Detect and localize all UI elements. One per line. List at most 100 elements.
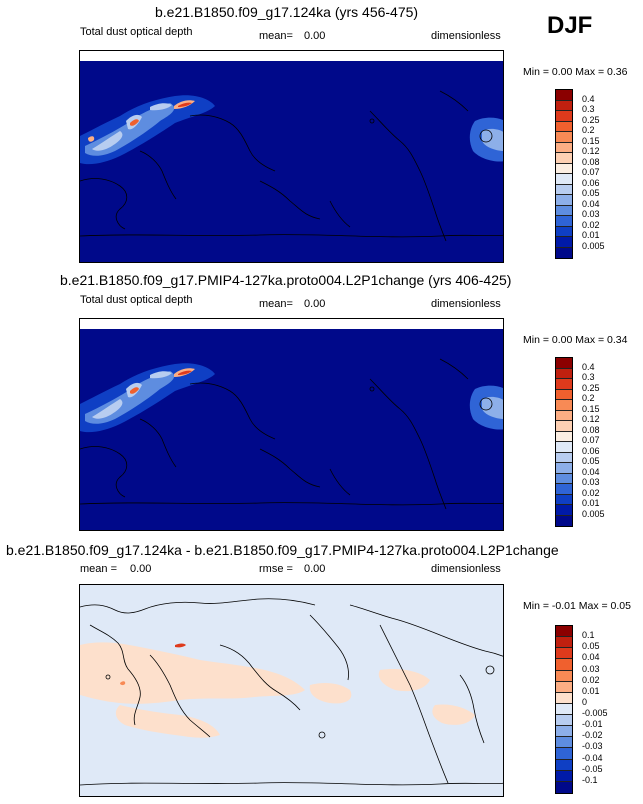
colorbar-tick-label: 0.12 bbox=[582, 414, 600, 424]
colorbar-swatch bbox=[556, 410, 572, 421]
panel1-units: dimensionless bbox=[431, 30, 501, 42]
colorbar-tick-label: 0.04 bbox=[582, 466, 600, 477]
colorbar-tick-label: 0.25 bbox=[582, 382, 600, 393]
colorbar-swatch bbox=[556, 703, 572, 715]
colorbar-tick-label: 0.03 bbox=[582, 477, 600, 487]
colorbar-tick-label: 0.15 bbox=[582, 403, 600, 414]
colorbar-tick-label: 0.005 bbox=[582, 240, 605, 251]
colorbar-swatch bbox=[556, 132, 572, 143]
colorbar-tick-label: 0.03 bbox=[582, 663, 600, 674]
colorbar-tick-label: -0.04 bbox=[582, 752, 603, 763]
panel1-map bbox=[79, 50, 504, 263]
panel2-units: dimensionless bbox=[431, 298, 501, 310]
panel3-mean-label: mean = bbox=[80, 563, 117, 575]
colorbar-tick-label: 0.01 bbox=[582, 685, 600, 696]
panel1-variable-label: Total dust optical depth bbox=[80, 26, 193, 38]
colorbar-swatch bbox=[556, 770, 572, 782]
colorbar-swatch bbox=[556, 431, 572, 442]
panel3-colorbar bbox=[555, 625, 573, 794]
panel1-mean-label: mean= bbox=[259, 30, 293, 42]
colorbar-swatch bbox=[556, 163, 572, 174]
colorbar-swatch bbox=[556, 111, 572, 122]
colorbar-swatch bbox=[556, 184, 572, 195]
panel1-colorbar bbox=[555, 89, 573, 259]
colorbar-swatch bbox=[556, 195, 572, 206]
colorbar-tick-label: 0.12 bbox=[582, 146, 600, 156]
colorbar-tick-label: 0.05 bbox=[582, 456, 600, 466]
colorbar-swatch bbox=[556, 637, 572, 649]
colorbar-tick-label: 0.07 bbox=[582, 167, 600, 177]
colorbar-tick-label: 0.02 bbox=[582, 674, 600, 685]
colorbar-swatch bbox=[556, 463, 572, 474]
season-label: DJF bbox=[547, 12, 593, 39]
panel1-map-plot bbox=[80, 51, 503, 262]
colorbar-tick-label: 0.05 bbox=[582, 641, 600, 652]
colorbar-swatch bbox=[556, 358, 572, 369]
colorbar-tick-label: 0.2 bbox=[582, 393, 595, 403]
colorbar-tick-label: -0.1 bbox=[582, 774, 598, 785]
panel3-mean-value: 0.00 bbox=[130, 563, 152, 575]
colorbar-swatch bbox=[556, 389, 572, 400]
colorbar-swatch bbox=[556, 715, 572, 727]
colorbar-tick-label: 0.1 bbox=[582, 630, 595, 641]
panel2-minmax: Min = 0.00 Max = 0.34 bbox=[523, 334, 628, 346]
colorbar-swatch bbox=[556, 692, 572, 704]
colorbar-tick-label: 0.005 bbox=[582, 508, 605, 519]
colorbar-tick-label: 0.25 bbox=[582, 114, 600, 125]
colorbar-swatch bbox=[556, 216, 572, 227]
colorbar-swatch bbox=[556, 670, 572, 682]
colorbar-swatch bbox=[556, 121, 572, 132]
colorbar-swatch bbox=[556, 421, 572, 432]
colorbar-tick-label: 0.03 bbox=[582, 209, 600, 219]
panel3-map-plot bbox=[80, 585, 503, 796]
colorbar-tick-label: -0.05 bbox=[582, 763, 603, 774]
colorbar-swatch bbox=[556, 737, 572, 749]
panel3-rmse-label: rmse = bbox=[259, 563, 293, 575]
colorbar-tick-label: 0.08 bbox=[582, 156, 600, 167]
colorbar-tick-label: 0.3 bbox=[582, 372, 595, 382]
panel1-minmax: Min = 0.00 Max = 0.36 bbox=[523, 66, 628, 78]
colorbar-tick-label: 0.3 bbox=[582, 104, 595, 114]
panel3-map bbox=[79, 584, 504, 797]
colorbar-swatch bbox=[556, 515, 572, 526]
colorbar-swatch bbox=[556, 473, 572, 484]
colorbar-swatch bbox=[556, 368, 572, 379]
colorbar-tick-label: 0.05 bbox=[582, 188, 600, 198]
panel3-title: b.e21.B1850.f09_g17.124ka - b.e21.B1850.… bbox=[6, 542, 559, 558]
colorbar-swatch bbox=[556, 726, 572, 738]
colorbar-swatch bbox=[556, 452, 572, 463]
colorbar-swatch bbox=[556, 626, 572, 638]
colorbar-swatch bbox=[556, 153, 572, 164]
colorbar-tick-label: 0.4 bbox=[582, 93, 595, 104]
colorbar-swatch bbox=[556, 174, 572, 185]
colorbar-swatch bbox=[556, 648, 572, 660]
colorbar-tick-label: 0.4 bbox=[582, 361, 595, 372]
colorbar-swatch bbox=[556, 400, 572, 411]
panel2-mean-value: 0.00 bbox=[304, 298, 326, 310]
colorbar-swatch bbox=[556, 142, 572, 153]
panel2-mean-label: mean= bbox=[259, 298, 293, 310]
colorbar-tick-label: 0.07 bbox=[582, 435, 600, 445]
colorbar-tick-label: 0.01 bbox=[582, 230, 600, 240]
colorbar-swatch bbox=[556, 659, 572, 671]
colorbar-swatch bbox=[556, 205, 572, 216]
colorbar-swatch bbox=[556, 90, 572, 101]
colorbar-swatch bbox=[556, 379, 572, 390]
colorbar-swatch bbox=[556, 484, 572, 495]
panel2-map bbox=[79, 318, 504, 531]
colorbar-tick-label: -0.01 bbox=[582, 719, 603, 730]
colorbar-tick-label: -0.03 bbox=[582, 741, 603, 752]
colorbar-swatch bbox=[556, 759, 572, 771]
panel2-title: b.e21.B1850.f09_g17.PMIP4-127ka.proto004… bbox=[60, 272, 512, 288]
colorbar-tick-label: -0.02 bbox=[582, 730, 603, 741]
panel3-units: dimensionless bbox=[431, 563, 501, 575]
colorbar-tick-label: 0.06 bbox=[582, 177, 600, 188]
colorbar-swatch bbox=[556, 494, 572, 505]
panel1-title: b.e21.B1850.f09_g17.124ka (yrs 456-475) bbox=[155, 4, 419, 20]
colorbar-tick-label: 0.02 bbox=[582, 487, 600, 498]
colorbar-tick-label: 0.04 bbox=[582, 652, 600, 663]
colorbar-swatch bbox=[556, 442, 572, 453]
panel3-minmax: Min = -0.01 Max = 0.05 bbox=[523, 600, 631, 612]
colorbar-tick-label: 0.06 bbox=[582, 445, 600, 456]
colorbar-swatch bbox=[556, 505, 572, 516]
